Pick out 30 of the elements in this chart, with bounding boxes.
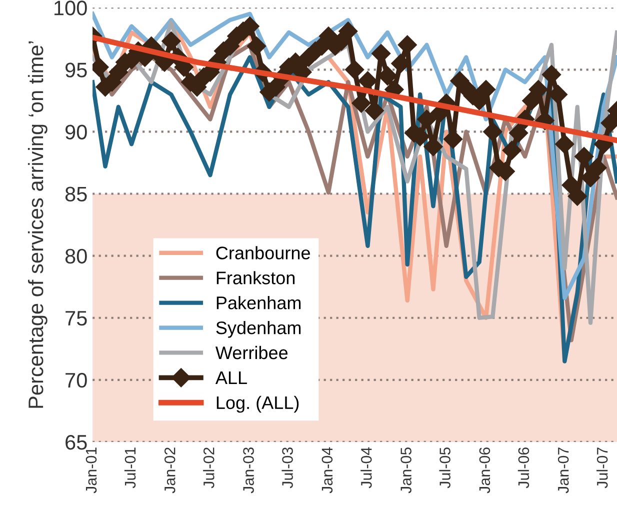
y-tick-label: 65	[66, 434, 87, 450]
y-axis-title: Percentage of services arriving ‘on time’	[28, 41, 48, 408]
legend-label: Sydenham	[216, 320, 301, 338]
y-tick-label: 70	[66, 372, 87, 388]
x-tick-label: Jan-06	[479, 447, 490, 494]
y-tick-label: 80	[65, 248, 87, 264]
x-tick-label: Jul-01	[124, 448, 136, 488]
legend-label: Cranbourne	[216, 246, 310, 260]
x-tick-label: Jan-01	[86, 448, 97, 494]
x-tick-label: Jul-05	[439, 447, 450, 488]
x-tick-label: Jan-03	[243, 447, 254, 494]
y-tick-label: 95	[65, 62, 87, 78]
legend-label: Werribee	[215, 346, 288, 360]
x-tick-label: Jul-07	[596, 448, 608, 488]
x-tick-label: Jul-04	[360, 447, 372, 488]
y-tick-label: 75	[66, 311, 87, 326]
x-tick-label: Jan-07	[558, 448, 569, 494]
x-tick-label: Jul-03	[282, 447, 293, 488]
legend-label: Log. (ALL)	[216, 396, 299, 413]
y-tick-label: 90	[65, 124, 87, 140]
x-tick-label: Jul-02	[203, 448, 214, 488]
x-tick-label: Jul-06	[518, 447, 530, 488]
x-tick-label: Jan-05	[400, 447, 412, 494]
y-tick-label: 85	[65, 186, 87, 202]
x-tick-label: Jan-02	[164, 448, 176, 494]
legend-label: Frankston	[216, 271, 295, 284]
legend-label: ALL	[215, 372, 247, 384]
x-tick-label: Jan-04	[322, 447, 333, 494]
legend-label: Pakenham	[216, 296, 301, 310]
y-tick-label: 100	[54, 0, 87, 16]
